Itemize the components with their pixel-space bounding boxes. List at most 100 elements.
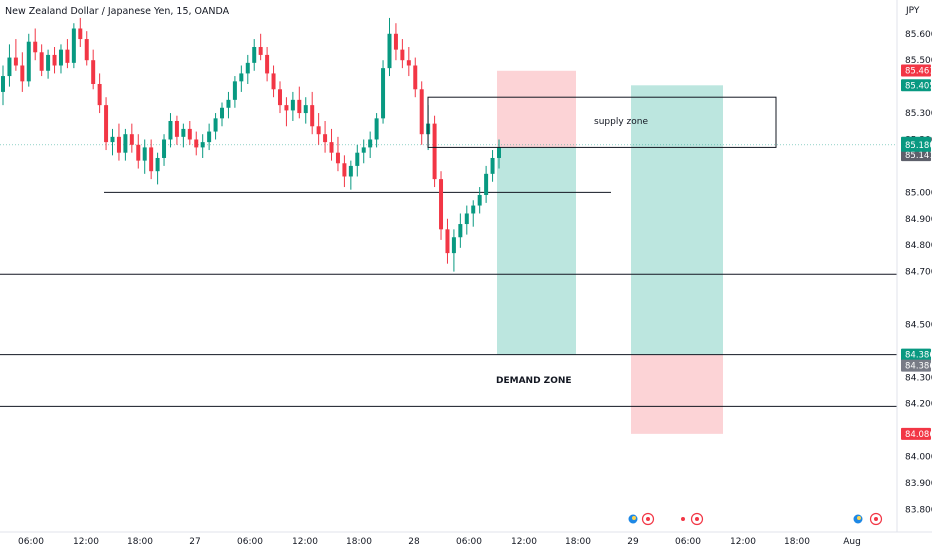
candle-body <box>116 136 121 153</box>
candle <box>46 49 51 79</box>
price-tick-label: 84.800 <box>905 241 932 251</box>
candle <box>116 123 121 161</box>
events-row <box>628 512 883 526</box>
current-price-badge-label: 85.180 <box>905 141 932 151</box>
candle-body <box>1 76 5 92</box>
long-target-zone[interactable] <box>631 85 723 355</box>
candle <box>187 120 192 145</box>
long-stop-zone[interactable] <box>631 354 723 434</box>
candle-body <box>245 62 250 74</box>
candle <box>142 139 147 174</box>
candle <box>26 33 31 87</box>
candle <box>490 150 495 182</box>
candle-body <box>232 81 237 100</box>
candle <box>348 160 353 190</box>
time-tick-label: 27 <box>189 537 200 547</box>
candle-body <box>419 89 424 135</box>
candle-body <box>187 128 192 140</box>
candle <box>258 33 263 61</box>
candle <box>13 39 18 71</box>
candle <box>432 115 437 188</box>
candle <box>329 128 334 161</box>
candle <box>484 165 489 203</box>
price-tick-label: 84.700 <box>905 268 932 278</box>
candle <box>271 65 276 98</box>
time-scale[interactable]: 06:00 12:00 18:00 27 06:00 12:00 18:00 28 06:00 1… <box>18 537 861 547</box>
price-badge-label: 84.386 <box>905 351 932 361</box>
price-badge-bg <box>901 427 931 440</box>
time-tick-label: 12:00 <box>730 537 756 547</box>
candle-body <box>355 152 360 166</box>
candle <box>393 23 398 61</box>
candle-body <box>387 33 392 69</box>
candle <box>245 54 250 84</box>
time-tick-label: 06:00 <box>18 537 44 547</box>
candle <box>413 57 418 98</box>
time-tick-label: 18:00 <box>127 537 153 547</box>
candle <box>149 139 154 180</box>
candle <box>451 229 456 272</box>
event-marker-icon-dot <box>874 517 878 521</box>
candle <box>39 44 44 77</box>
candle-body <box>342 163 347 177</box>
time-tick-label: 29 <box>627 537 639 547</box>
candle-body <box>413 65 418 90</box>
candle-body <box>52 54 57 66</box>
candle <box>284 97 289 127</box>
short-stop-zone[interactable] <box>497 70 576 148</box>
candles-layer <box>1 17 501 272</box>
price-badge-label: 85.461 <box>905 67 932 77</box>
candle-body <box>20 65 25 82</box>
price-tick-label: 85.000 <box>905 188 932 198</box>
candle <box>97 73 102 114</box>
price-tick-label: 85.500 <box>905 56 932 66</box>
candle <box>162 134 167 166</box>
candle <box>497 139 501 169</box>
candle <box>65 39 70 69</box>
candle-body <box>84 39 89 61</box>
candle-body <box>484 173 489 195</box>
candle <box>400 39 405 69</box>
candle <box>20 52 25 92</box>
candle <box>387 17 392 77</box>
currency-label: JPY <box>905 6 920 16</box>
candle <box>207 123 212 151</box>
candle-body <box>361 147 366 153</box>
candle-body <box>46 54 51 71</box>
candle <box>155 152 160 185</box>
candle-body <box>162 139 167 158</box>
candle <box>174 115 179 145</box>
supply-zone-box[interactable] <box>427 96 777 148</box>
short-target-zone[interactable] <box>497 147 576 355</box>
candle <box>181 123 186 148</box>
candle <box>213 113 218 140</box>
price-badge: 84.386 <box>901 348 932 361</box>
candle <box>104 97 109 151</box>
price-scale[interactable]: 85.60085.50085.30085.20085.00084.90084.8… <box>901 30 932 516</box>
time-tick-label: 18:00 <box>784 537 810 547</box>
candle <box>91 49 96 90</box>
candle-body <box>181 128 186 137</box>
zones-layer <box>497 70 723 434</box>
candle <box>129 123 134 153</box>
candle-body <box>374 118 379 140</box>
candle <box>226 91 231 119</box>
candle <box>419 81 424 145</box>
candle <box>194 131 199 156</box>
price-tick-label: 84.000 <box>905 453 932 463</box>
price-badge-bg <box>901 64 931 77</box>
candle-body <box>155 157 160 172</box>
event-dot-icon[interactable] <box>681 517 685 521</box>
candle-body <box>348 165 353 177</box>
candle-body <box>432 123 437 180</box>
candle <box>33 28 38 61</box>
price-tick-label: 85.600 <box>905 30 932 40</box>
candle-body <box>110 136 115 143</box>
chart-title: New Zealand Dollar / Japanese Yen, 15, O… <box>5 6 230 17</box>
candle-body <box>123 134 128 153</box>
candle-body <box>290 99 295 111</box>
price-badge: 84.386 <box>901 359 932 372</box>
time-tick-label: 06:00 <box>237 537 263 547</box>
candle <box>71 23 76 69</box>
